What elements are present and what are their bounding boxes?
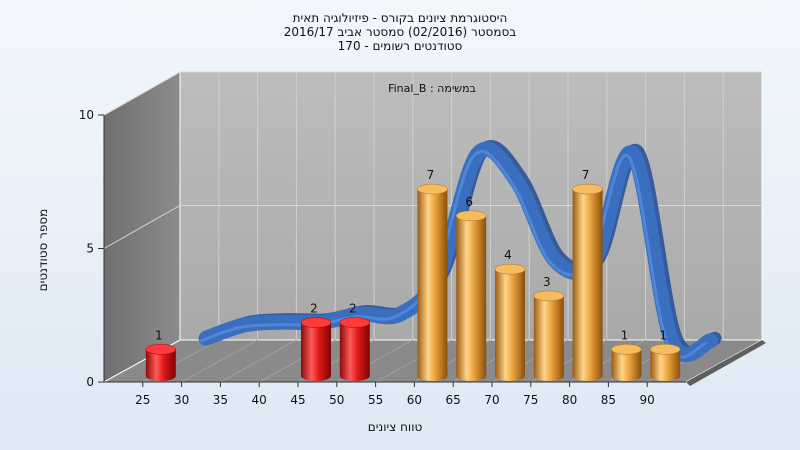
bar-90: 1 bbox=[649, 328, 681, 382]
chart-title: היסטוגרמת ציונים בקורס - פיזיולוגיה תאית… bbox=[284, 11, 516, 53]
bar-body bbox=[145, 349, 176, 382]
bar-45: 2 bbox=[300, 302, 332, 381]
bar-85: 1 bbox=[611, 328, 642, 382]
bar-top bbox=[417, 183, 448, 195]
bar-top bbox=[611, 344, 642, 355]
bar-top bbox=[339, 317, 371, 328]
x-tick-label: 25 bbox=[135, 393, 150, 407]
bar-body bbox=[572, 189, 603, 382]
floor-grid-line bbox=[181, 339, 258, 383]
bar-body bbox=[533, 295, 564, 382]
bar-top bbox=[455, 210, 487, 222]
bar-top bbox=[572, 183, 603, 195]
bar-value-label: 2 bbox=[310, 302, 318, 316]
bar-value-label: 1 bbox=[659, 328, 667, 342]
chart-floor-edge bbox=[686, 340, 766, 386]
bar-value-label: 7 bbox=[582, 168, 590, 182]
bar-65: 6 bbox=[455, 195, 487, 382]
x-tick-label: 85 bbox=[601, 393, 616, 407]
x-tick-label: 30 bbox=[174, 393, 189, 407]
bar-value-label: 1 bbox=[621, 328, 629, 342]
x-tick-label: 80 bbox=[562, 393, 577, 407]
y-tick-label: 5 bbox=[86, 242, 94, 256]
bar-body bbox=[301, 322, 331, 381]
bar-top bbox=[533, 290, 565, 302]
bar-body bbox=[339, 322, 370, 382]
bar-value-label: 6 bbox=[465, 195, 473, 209]
bar-top bbox=[649, 344, 681, 355]
bar-70: 4 bbox=[494, 248, 526, 381]
bar-value-label: 2 bbox=[349, 302, 357, 316]
task-annotation: Final_B : במשימה bbox=[388, 82, 476, 95]
side-grid-line bbox=[103, 71, 181, 116]
x-tick-label: 35 bbox=[213, 393, 228, 407]
bar-75: 3 bbox=[533, 275, 565, 382]
bar-body bbox=[611, 349, 642, 382]
bar-25: 1 bbox=[145, 328, 177, 382]
x-tick-label: 65 bbox=[446, 393, 461, 407]
side-grid-line bbox=[103, 205, 181, 249]
chart-title-line-2: בסמסטר (02/2016) סמסטר אביב 2016/17 bbox=[284, 25, 516, 39]
x-tick-label: 45 bbox=[290, 393, 305, 407]
chart-title-line-3: סטודנטים רשומים - 170 bbox=[338, 39, 463, 53]
y-tick-label: 0 bbox=[86, 375, 94, 389]
bar-value-label: 1 bbox=[155, 328, 163, 342]
bar-body bbox=[417, 189, 448, 382]
bar-top bbox=[300, 317, 332, 328]
bar-top bbox=[494, 263, 526, 275]
bar-body bbox=[495, 269, 525, 381]
bar-value-label: 4 bbox=[504, 248, 512, 262]
bar-50: 2 bbox=[339, 302, 371, 382]
x-axis-ticks: 25 30 35 40 45 50 55 60 65 70 75 80 85 90 bbox=[135, 382, 655, 407]
bar-body bbox=[456, 215, 487, 382]
bar-60: 7 bbox=[417, 168, 448, 382]
x-tick-label: 70 bbox=[484, 393, 499, 407]
x-tick-label: 50 bbox=[329, 393, 344, 407]
trend-ribbon-edge bbox=[200, 149, 708, 359]
y-axis-title: מספר סטודנטים bbox=[36, 209, 50, 292]
chart-title-line-1: היסטוגרמת ציונים בקורס - פיזיולוגיה תאית bbox=[293, 11, 508, 25]
x-axis-title: טווח ציונים bbox=[368, 420, 423, 434]
x-tick-label: 90 bbox=[640, 393, 655, 407]
bar-top bbox=[145, 344, 177, 355]
bar-body bbox=[650, 349, 681, 382]
bar-value-label: 3 bbox=[543, 275, 551, 289]
y-axis-ticks: 0 5 10 bbox=[79, 108, 104, 389]
x-tick-label: 40 bbox=[252, 393, 267, 407]
bar-value-label: 7 bbox=[427, 168, 435, 182]
floor-grid-line bbox=[220, 339, 297, 383]
x-tick-label: 60 bbox=[407, 393, 422, 407]
bar-80: 7 bbox=[572, 168, 603, 382]
x-tick-label: 55 bbox=[368, 393, 383, 407]
x-tick-label: 75 bbox=[523, 393, 538, 407]
y-tick-label: 10 bbox=[79, 108, 94, 122]
